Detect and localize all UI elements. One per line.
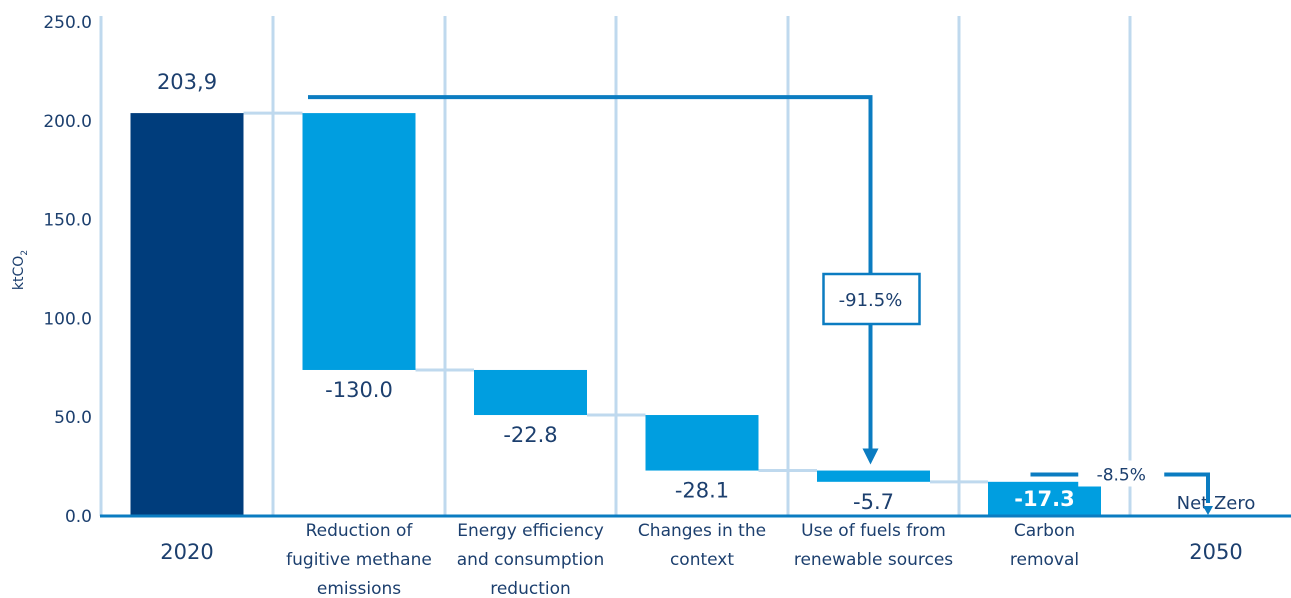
annotation-label-0: -91.5% xyxy=(839,290,903,311)
y-tick-label-5: 250.0 xyxy=(43,13,92,33)
y-tick-label-0: 0.0 xyxy=(65,507,92,527)
y-axis-label: ktCO2 xyxy=(11,250,30,290)
y-tick-label-3: 150.0 xyxy=(43,211,92,231)
data-label-0: 203,9 xyxy=(157,70,217,94)
x-category-label-2-line-2: reduction xyxy=(490,579,571,598)
y-axis-label-subscript: 2 xyxy=(20,250,30,256)
annotation-label-1: -8.5% xyxy=(1097,466,1146,486)
bar-4 xyxy=(817,470,930,482)
bar-3 xyxy=(645,415,759,471)
y-tick-label-1: 50.0 xyxy=(54,408,92,428)
annotation-arrowhead-1 xyxy=(1203,506,1213,516)
x-category-label-1-line-0: Reduction of xyxy=(306,521,414,541)
x-category-label-2-line-1: and consumption xyxy=(457,550,604,570)
bar-1 xyxy=(302,113,416,370)
bar-5 xyxy=(988,481,1101,516)
data-label-5: -17.3 xyxy=(1014,487,1075,511)
x-category-label-4-line-1: renewable sources xyxy=(794,550,953,570)
y-tick-label-4: 200.0 xyxy=(43,112,92,132)
x-category-label-0: 2020 xyxy=(160,540,213,564)
data-label-2: -22.8 xyxy=(503,423,557,447)
x-category-label-2-line-0: Energy efficiency xyxy=(457,521,604,541)
x-category-label-4-line-0: Use of fuels from xyxy=(801,521,946,541)
data-label-3: -28.1 xyxy=(675,479,729,503)
data-label-6: Net Zero xyxy=(1177,493,1256,514)
data-label-1: -130.0 xyxy=(325,378,393,402)
bar-2 xyxy=(474,369,587,416)
annotation-box-1 xyxy=(1078,460,1165,487)
x-category-label-3-line-0: Changes in the xyxy=(638,521,766,541)
x-category-label-5-line-1: removal xyxy=(1010,550,1079,570)
x-category-label-3-line-1: context xyxy=(670,550,734,570)
x-category-label-1-line-1: fugitive methane xyxy=(286,550,432,570)
annotation-arrowhead-0 xyxy=(862,448,879,465)
annotation-box-0 xyxy=(822,272,921,326)
annotation-arrow-0 xyxy=(308,95,873,453)
x-category-label-1-line-2: emissions xyxy=(317,579,401,598)
x-category-label-6: 2050 xyxy=(1189,540,1242,564)
bar-0 xyxy=(130,113,244,516)
data-label-4: -5.7 xyxy=(853,490,894,514)
y-tick-label-2: 100.0 xyxy=(43,309,92,329)
x-category-label-5-line-0: Carbon xyxy=(1014,521,1075,541)
